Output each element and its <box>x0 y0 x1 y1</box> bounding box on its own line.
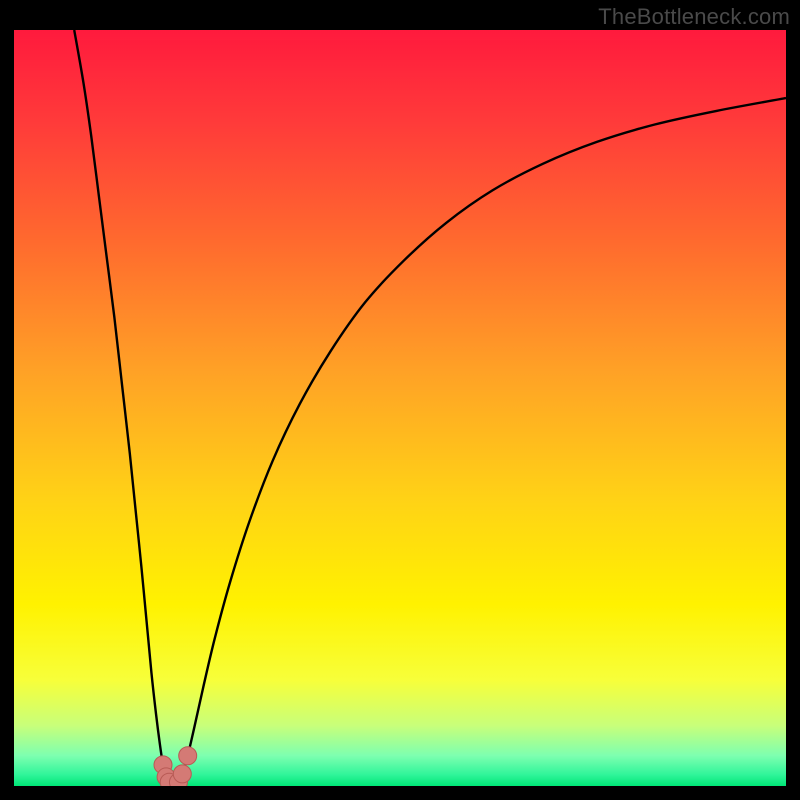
watermark-text: TheBottleneck.com <box>598 4 790 30</box>
chart-root: TheBottleneck.com <box>0 0 800 800</box>
data-dot <box>179 747 197 765</box>
dots-layer <box>14 30 786 786</box>
plot-area <box>14 30 786 786</box>
data-dot <box>173 765 191 783</box>
